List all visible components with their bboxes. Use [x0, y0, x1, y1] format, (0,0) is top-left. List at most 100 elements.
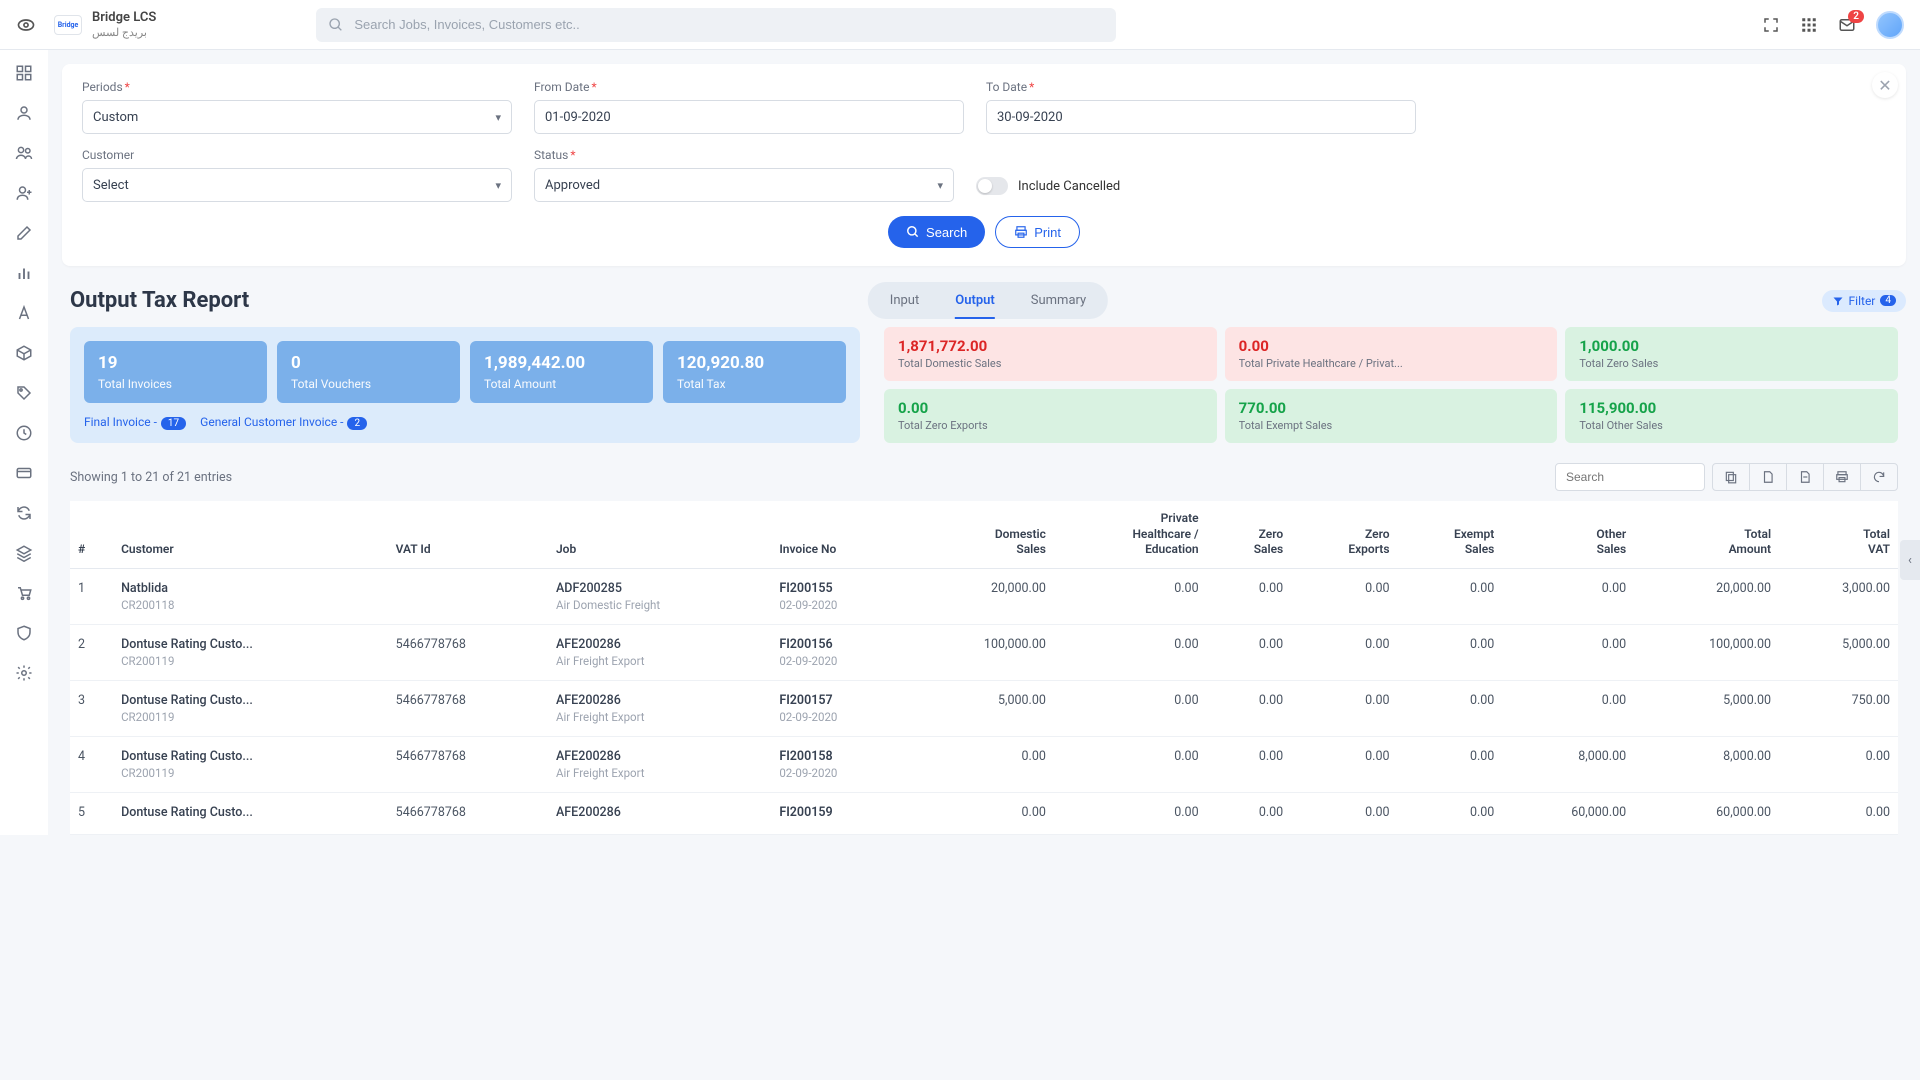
sync-icon[interactable] [15, 504, 33, 522]
tab-output[interactable]: Output [937, 286, 1013, 315]
stats-primary: 19 Total Invoices 0 Total Vouchers 1,989… [70, 327, 860, 443]
from-date-field: From Date* 01-09-2020 [534, 80, 964, 134]
clock-icon[interactable] [15, 424, 33, 442]
stat-value: 120,920.80 [677, 353, 832, 373]
col-zero-sales[interactable]: ZeroSales [1207, 501, 1292, 568]
stats-section: 19 Total Invoices 0 Total Vouchers 1,989… [70, 327, 1898, 443]
font-icon[interactable] [15, 304, 33, 322]
cell-invoice: FI20015502-09-2020 [771, 568, 909, 624]
refresh-button[interactable] [1860, 463, 1898, 491]
col-job[interactable]: Job [548, 501, 771, 568]
col-total-vat[interactable]: TotalVAT [1779, 501, 1898, 568]
table-search-input[interactable] [1555, 463, 1705, 491]
col-exempt[interactable]: ExemptSales [1398, 501, 1503, 568]
to-date-input[interactable]: 30-09-2020 [986, 100, 1416, 134]
mini-stat-card: 0.00 Total Zero Exports [884, 389, 1217, 443]
to-date-label: To Date* [986, 80, 1416, 94]
cell-total-vat: 3,000.00 [1779, 568, 1898, 624]
col-other[interactable]: OtherSales [1502, 501, 1634, 568]
cell-zero-exports: 0.00 [1291, 624, 1397, 680]
from-date-input[interactable]: 01-09-2020 [534, 100, 964, 134]
table-row[interactable]: 1 NatblidaCR200118 ADF200285Air Domestic… [70, 568, 1898, 624]
col-vatid[interactable]: VAT Id [388, 501, 548, 568]
tab-input[interactable]: Input [872, 286, 937, 315]
search-input[interactable] [316, 8, 1116, 42]
side-panel-toggle[interactable]: ‹ [1900, 540, 1920, 580]
col-total-amount[interactable]: TotalAmount [1634, 501, 1779, 568]
table-row[interactable]: 5 Dontuse Rating Custo... 5466778768 AFE… [70, 792, 1898, 834]
user-plus-icon[interactable] [15, 184, 33, 202]
filter-panel: ✕ Periods* Custom▾ From Date* 01-09-2020… [62, 64, 1906, 266]
table-row[interactable]: 2 Dontuse Rating Custo...CR200119 546677… [70, 624, 1898, 680]
mini-stat-card: 115,900.00 Total Other Sales [1565, 389, 1898, 443]
avatar[interactable] [1876, 11, 1904, 39]
users-icon[interactable] [15, 144, 33, 162]
box-icon[interactable] [15, 344, 33, 362]
cell-other: 8,000.00 [1502, 736, 1634, 792]
printer-icon [1835, 470, 1849, 484]
gear-icon[interactable] [15, 664, 33, 682]
invoice-link[interactable]: General Customer Invoice -2 [200, 415, 367, 429]
col-customer[interactable]: Customer [113, 501, 388, 568]
cart-icon[interactable] [15, 584, 33, 602]
col-private[interactable]: PrivateHealthcare /Education [1054, 501, 1207, 568]
cell-job: AFE200286Air Freight Export [548, 736, 771, 792]
cell-zero-sales: 0.00 [1207, 568, 1292, 624]
invoice-link[interactable]: Final Invoice -17 [84, 415, 186, 429]
visibility-toggle-icon[interactable] [16, 15, 36, 35]
customer-select[interactable]: Select▾ [82, 168, 512, 202]
chart-icon[interactable] [15, 264, 33, 282]
filter-badge-button[interactable]: Filter 4 [1822, 290, 1906, 312]
col-zero-exports[interactable]: ZeroExports [1291, 501, 1397, 568]
cell-invoice: FI20015702-09-2020 [771, 680, 909, 736]
cell-other: 0.00 [1502, 680, 1634, 736]
col-index[interactable]: # [70, 501, 113, 568]
card-icon[interactable] [15, 464, 33, 482]
cell-total-amount: 60,000.00 [1634, 792, 1779, 834]
cell-private: 0.00 [1054, 736, 1207, 792]
col-domestic[interactable]: DomesticSales [909, 501, 1054, 568]
brand-subtitle: بريدج لسس [92, 26, 156, 39]
mini-stat-label: Total Exempt Sales [1239, 419, 1544, 432]
stats-secondary: 1,871,772.00 Total Domestic Sales 0.00 T… [884, 327, 1898, 443]
user-icon[interactable] [15, 104, 33, 122]
cell-private: 0.00 [1054, 624, 1207, 680]
tab-summary[interactable]: Summary [1013, 286, 1104, 315]
expand-icon[interactable] [1762, 16, 1780, 34]
tag-icon[interactable] [15, 384, 33, 402]
edit-icon[interactable] [15, 224, 33, 242]
cell-private: 0.00 [1054, 792, 1207, 834]
close-filter-button[interactable]: ✕ [1872, 72, 1898, 98]
apps-icon[interactable] [1800, 16, 1818, 34]
mini-stat-value: 1,000.00 [1579, 337, 1884, 355]
cell-job: ADF200285Air Domestic Freight [548, 568, 771, 624]
cell-index: 3 [70, 680, 113, 736]
col-invoice[interactable]: Invoice No [771, 501, 909, 568]
title-row: Output Tax Report Input Output Summary F… [70, 288, 1906, 313]
cell-other: 60,000.00 [1502, 792, 1634, 834]
table-row[interactable]: 4 Dontuse Rating Custo...CR200119 546677… [70, 736, 1898, 792]
print-table-button[interactable] [1823, 463, 1861, 491]
print-button[interactable]: Print [995, 216, 1080, 248]
layers-icon[interactable] [15, 544, 33, 562]
cell-total-amount: 20,000.00 [1634, 568, 1779, 624]
mail-button[interactable]: 2 [1838, 16, 1856, 34]
periods-select[interactable]: Custom▾ [82, 100, 512, 134]
periods-field: Periods* Custom▾ [82, 80, 512, 134]
cell-total-vat: 0.00 [1779, 736, 1898, 792]
cell-zero-sales: 0.00 [1207, 736, 1292, 792]
export-csv-button[interactable] [1749, 463, 1787, 491]
search-button[interactable]: Search [888, 216, 985, 248]
status-select[interactable]: Approved▾ [534, 168, 954, 202]
shield-icon[interactable] [15, 624, 33, 642]
export-excel-button[interactable] [1786, 463, 1824, 491]
copy-button[interactable] [1712, 463, 1750, 491]
refresh-icon [1872, 470, 1886, 484]
cell-total-vat: 5,000.00 [1779, 624, 1898, 680]
cell-domestic: 20,000.00 [909, 568, 1054, 624]
table-row[interactable]: 3 Dontuse Rating Custo...CR200119 546677… [70, 680, 1898, 736]
cell-domestic: 100,000.00 [909, 624, 1054, 680]
copy-icon [1724, 470, 1738, 484]
dashboard-icon[interactable] [15, 64, 33, 82]
include-cancelled-toggle[interactable] [976, 177, 1008, 195]
